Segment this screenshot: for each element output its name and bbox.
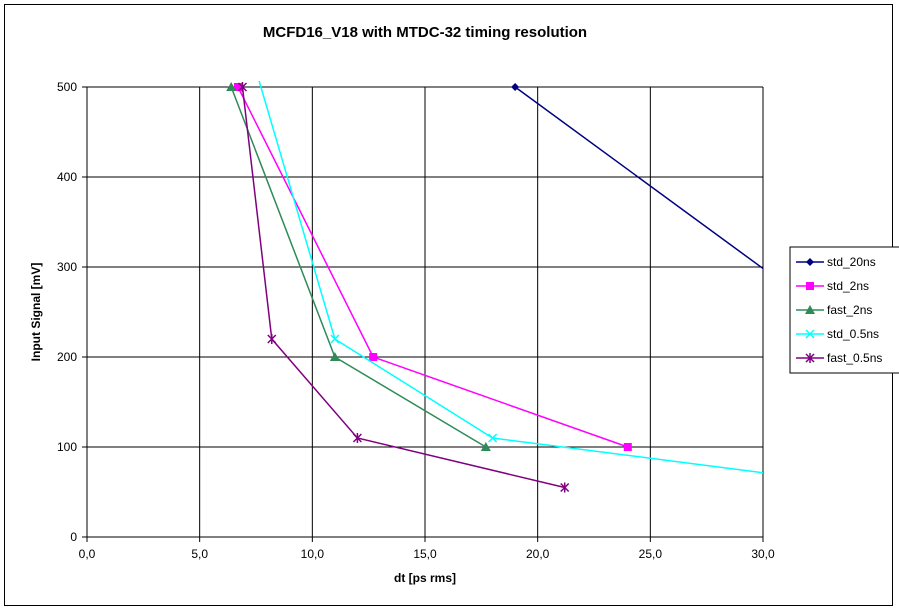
legend-marker-std-2ns (806, 282, 814, 290)
legend-label-std-20ns: std_20ns (827, 255, 876, 269)
x-tick-label: 30,0 (751, 547, 775, 561)
series-line-fast-0-5ns (241, 86, 565, 489)
y-tick-label: 400 (57, 170, 77, 184)
legend-label-std-0-5ns: std_0.5ns (827, 327, 879, 341)
chart-title: MCFD16_V18 with MTDC-32 timing resolutio… (263, 24, 587, 41)
data-point-fast-2ns (480, 442, 491, 451)
y-tick-label: 300 (57, 260, 77, 274)
x-tick-label: 10,0 (301, 547, 325, 561)
data-point-fast-2ns (226, 82, 237, 91)
grid: 0,0 5,0 10,0 15,0 20,0 25,0 30,0 0 100 200 300 400 5… (57, 80, 775, 561)
data-point-std-2ns (623, 443, 632, 451)
y-tick-label: 200 (57, 350, 77, 364)
x-tick-label: 0,0 (79, 547, 96, 561)
legend-marker-fast-0-5ns (805, 353, 815, 363)
legend-marker-std-0-5ns (805, 329, 815, 339)
data-point-std-0-5ns (488, 433, 498, 443)
legend-label-fast-2ns: fast_2ns (827, 303, 872, 317)
x-tick-label: 15,0 (413, 547, 437, 561)
y-axis-label: Input Signal [mV] (29, 263, 43, 362)
series-line-std-20ns (514, 86, 763, 270)
data-point-std-20ns (511, 83, 520, 91)
x-tick-label: 25,0 (639, 547, 663, 561)
x-axis-label: dt [ps rms] (394, 571, 456, 585)
y-tick-label: 0 (70, 530, 77, 544)
y-tick-label: 100 (57, 440, 77, 454)
legend-label-fast-0-5ns: fast_0.5ns (827, 351, 882, 365)
legend-marker-fast-2ns (805, 305, 815, 314)
data-point-std-0-5ns (330, 334, 340, 344)
data-point-std-2ns (233, 83, 242, 91)
legend-label-std-2ns: std_2ns (827, 279, 869, 293)
data-point-fast-0-5ns (560, 482, 570, 493)
x-tick-label: 5,0 (191, 547, 208, 561)
data-point-fast-0-5ns (267, 334, 277, 344)
series-line-std-0-5ns (258, 81, 763, 474)
legend: std_20ns std_2ns fast_2ns std_0.5ns fast_0.5… (789, 246, 899, 374)
data-point-fast-0-5ns (352, 433, 362, 443)
data-point-std-2ns (369, 353, 378, 361)
data-point-fast-2ns (329, 352, 340, 361)
x-tick-label: 20,0 (526, 547, 550, 561)
chart-frame (4, 4, 893, 606)
y-tick-label: 500 (57, 80, 77, 94)
data-point-fast-0-5ns (237, 82, 248, 92)
legend-marker-std-20ns (806, 258, 814, 266)
